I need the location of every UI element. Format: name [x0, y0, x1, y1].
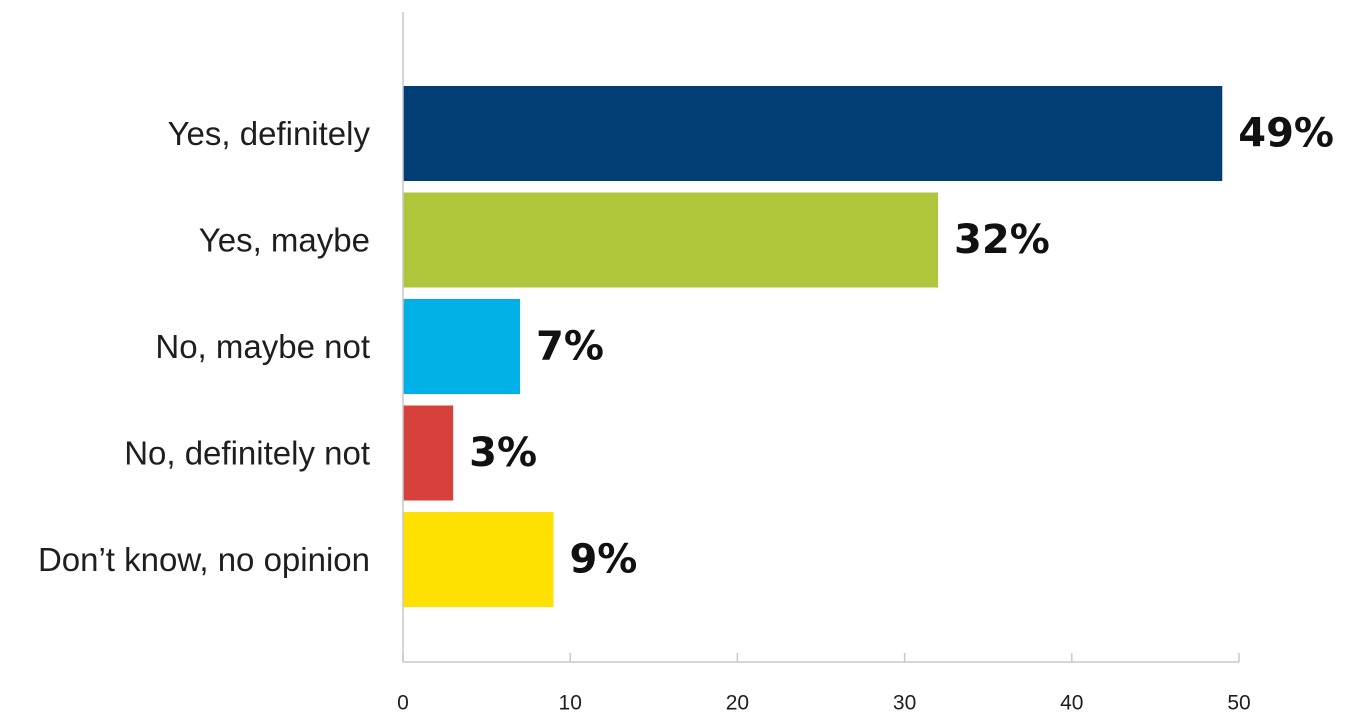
value-label-1: 32%	[954, 217, 1050, 263]
category-label-2: No, maybe not	[155, 328, 370, 365]
bar-2	[403, 299, 521, 394]
axis-layer	[402, 12, 1240, 663]
value-label-3: 3%	[469, 430, 537, 476]
bar-1	[403, 192, 939, 288]
x-tick-label-0: 0	[397, 692, 409, 715]
bar-3	[403, 405, 454, 501]
bar-0	[403, 86, 1223, 181]
category-label-1: Yes, maybe	[199, 222, 370, 259]
category-label-3: No, definitely not	[124, 435, 370, 472]
category-label-0: Yes, definitely	[168, 115, 371, 152]
bar-4	[403, 512, 554, 607]
category-label-4: Don’t know, no opinion	[38, 541, 370, 578]
bars-layer	[403, 86, 1223, 607]
value-label-2: 7%	[536, 324, 604, 370]
value-label-4: 9%	[569, 537, 637, 583]
x-tick-label-4: 40	[1060, 692, 1083, 715]
value-label-0: 49%	[1238, 111, 1334, 157]
labels-layer: Yes, definitely 49% Yes, maybe 32% No, maybe…	[38, 111, 1334, 715]
x-tick-label-5: 50	[1227, 692, 1250, 715]
x-tick-label-3: 30	[893, 692, 916, 715]
x-tick-label-1: 10	[559, 692, 582, 715]
x-tick-label-2: 20	[726, 692, 749, 715]
